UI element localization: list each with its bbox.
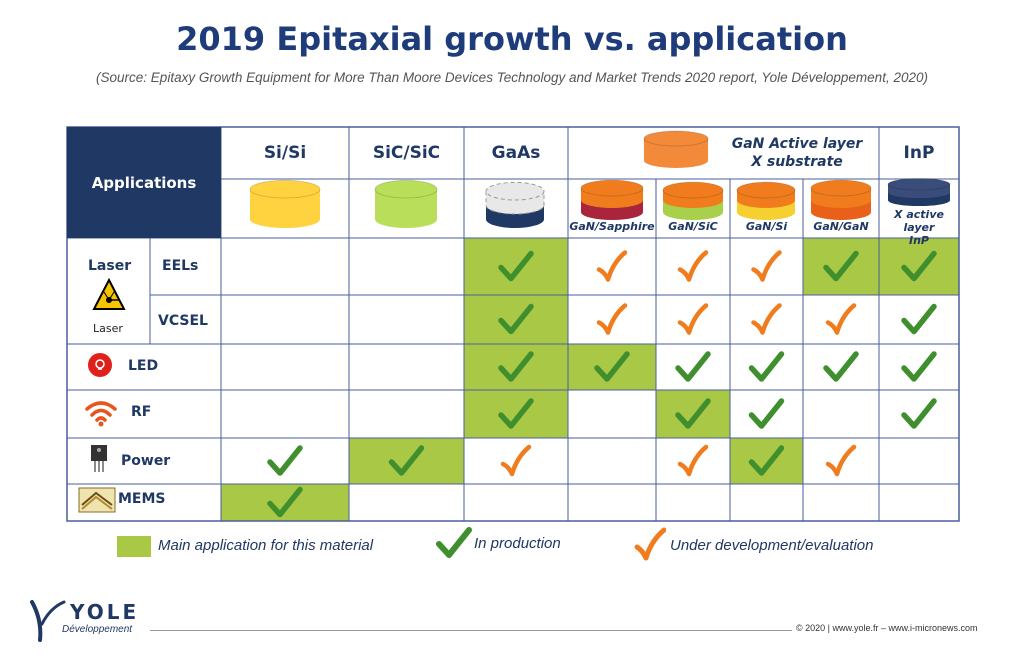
main-application-cell: [803, 238, 879, 295]
legend-main-swatch: [117, 536, 151, 557]
inp-sub-line1: X active layer: [894, 208, 944, 234]
main-application-cell: [464, 344, 568, 390]
footer-divider: [150, 630, 792, 631]
legend-production-check-icon: [436, 527, 472, 558]
production-check-icon: [901, 303, 937, 335]
development-check-icon: [751, 250, 782, 282]
development-check-icon: [825, 303, 857, 335]
production-check-icon: [823, 250, 859, 282]
row-label-eels: EELs: [162, 258, 199, 274]
development-check-icon: [751, 303, 782, 335]
production-check-icon: [901, 351, 937, 382]
gan-gan-wafer-icon: [810, 179, 872, 220]
production-check-icon: [498, 398, 534, 429]
gan-group-line1: GaN Active layer: [731, 136, 863, 152]
col-header-inp: InP: [903, 143, 935, 163]
col-header-si-si: Si/Si: [263, 143, 307, 163]
laser-warning-icon: [92, 278, 126, 310]
production-check-icon: [267, 445, 303, 476]
development-check-icon: [677, 444, 709, 477]
main-application-cell: [879, 238, 959, 295]
legend-development-label: Under development/evaluation: [670, 537, 874, 554]
gan-group-line2: X substrate: [751, 154, 843, 170]
production-check-icon: [823, 351, 859, 382]
legend-production-label: In production: [474, 535, 561, 552]
development-check-icon: [596, 303, 628, 335]
gaas-wafer-icon: [485, 181, 545, 228]
yole-logo-text: YOLE: [70, 600, 140, 624]
main-application-cell: [656, 390, 730, 438]
main-application-cell: [464, 390, 568, 438]
production-check-icon: [675, 398, 711, 429]
gan-group-header: GaN Active layer X substrate: [718, 135, 876, 171]
yole-logo-mark: [30, 600, 66, 642]
production-check-icon: [498, 303, 534, 335]
development-check-icon: [500, 444, 532, 477]
sub-header-inp: X active layer InP: [879, 208, 959, 247]
development-check-icon: [677, 303, 709, 335]
applications-header: Applications: [67, 127, 221, 238]
sub-header-gan-si: GaN/Si: [745, 220, 788, 233]
main-application-cell: [730, 438, 803, 484]
inp-wafer-icon: [887, 178, 951, 206]
main-application-cell: [568, 344, 656, 390]
row-label-power: Power: [121, 453, 171, 469]
row-label-vcsel: VCSEL: [158, 313, 208, 329]
development-check-icon: [596, 250, 628, 282]
row-label-rf: RF: [131, 404, 152, 420]
sub-header-gan-sapphire: GaN/Sapphire: [569, 220, 655, 233]
production-check-icon: [498, 250, 534, 282]
gan-sapphire-wafer-icon: [580, 179, 644, 220]
sub-header-gan-sic: GaN/SiC: [668, 220, 718, 233]
row-label-laser: Laser: [88, 258, 132, 274]
row-label-led: LED: [128, 358, 159, 374]
gan-sic-wafer-icon: [662, 181, 724, 220]
source-citation: (Source: Epitaxy Growth Equipment for Mo…: [96, 70, 928, 85]
production-check-icon: [901, 398, 937, 429]
yole-logo-subtext: Développement: [62, 624, 133, 635]
table-border: [66, 126, 960, 522]
gan-active-layer-icon: [643, 130, 709, 168]
wifi-icon: [85, 401, 117, 427]
row-label-mems: MEMS: [118, 491, 166, 507]
sic-wafer-icon: [374, 179, 438, 228]
col-header-gaas: GaAs: [491, 143, 541, 163]
main-application-cell: [464, 295, 568, 344]
main-application-cell: [464, 238, 568, 295]
production-check-icon: [901, 250, 937, 282]
power-transistor-icon: [91, 445, 107, 472]
production-check-icon: [675, 351, 711, 382]
led-icon: [88, 353, 112, 377]
page-title: 2019 Epitaxial growth vs. application: [176, 20, 848, 58]
legend-main-label: Main application for this material: [158, 537, 374, 554]
laser-caption: Laser: [93, 322, 123, 335]
footer-copyright: © 2020 | www.yole.fr – www.i-micronews.c…: [796, 623, 978, 633]
inp-sub-line2: InP: [909, 234, 929, 247]
sub-header-gan-gan: GaN/GaN: [813, 220, 869, 233]
mems-icon: [78, 487, 116, 513]
gan-si-wafer-icon: [736, 181, 796, 220]
col-header-sic-sic: SiC/SiC: [372, 143, 441, 163]
production-check-icon: [498, 351, 534, 382]
legend-development-check-icon: [634, 527, 666, 561]
development-check-icon: [825, 444, 857, 477]
production-check-icon: [388, 445, 425, 476]
production-check-icon: [594, 351, 630, 382]
production-check-icon: [748, 445, 785, 476]
si-wafer-icon: [249, 179, 321, 228]
production-check-icon: [748, 351, 785, 382]
production-check-icon: [748, 398, 785, 429]
production-check-icon: [267, 486, 303, 518]
main-application-cell: [221, 484, 349, 521]
main-application-cell: [349, 438, 464, 484]
development-check-icon: [677, 250, 709, 282]
